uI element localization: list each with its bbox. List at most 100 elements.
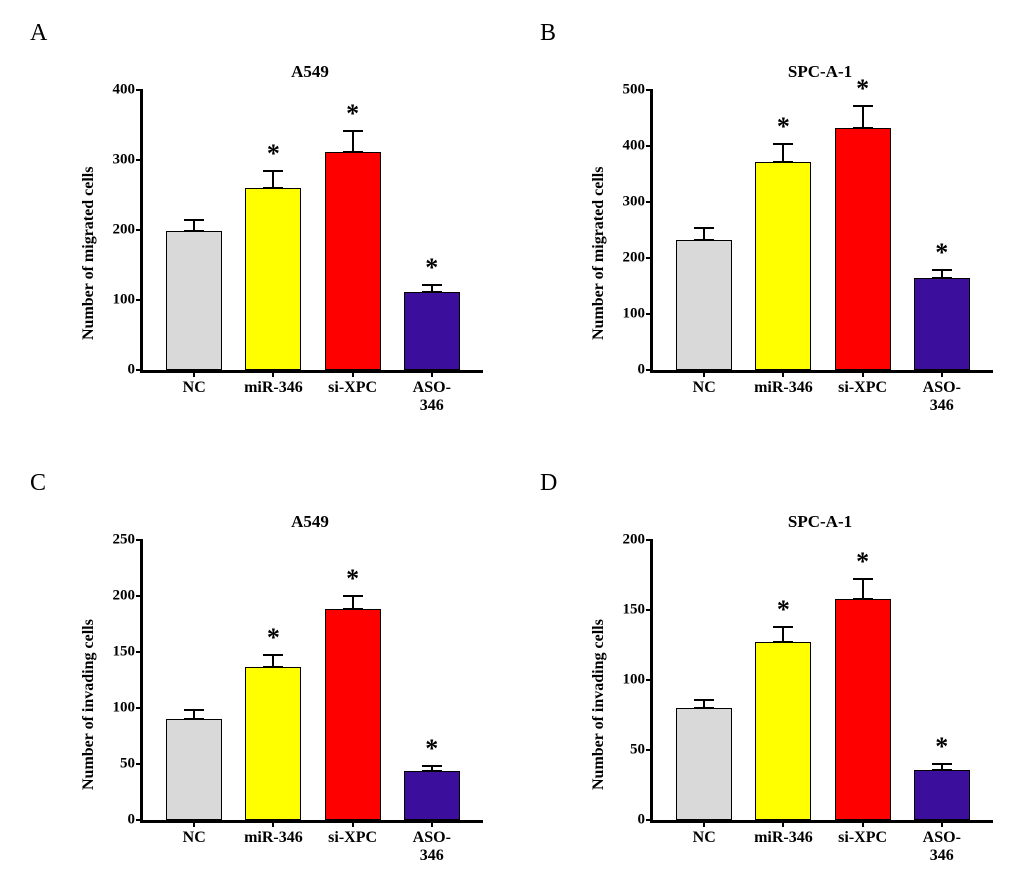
y-tick bbox=[646, 313, 653, 315]
x-label: si-XPC bbox=[838, 379, 887, 397]
errorbar-cap bbox=[343, 130, 363, 132]
bar bbox=[914, 278, 970, 370]
errorbar-cap bbox=[263, 170, 283, 172]
panel-letter: A bbox=[30, 20, 47, 47]
errorbar-base-cap bbox=[184, 718, 204, 720]
errorbar-base-cap bbox=[263, 666, 283, 668]
errorbar-base-cap bbox=[694, 707, 714, 709]
significance-star: * bbox=[425, 255, 438, 281]
panel-d: DSPC-A-1050100150200NC*miR-346*si-XPC*AS… bbox=[540, 470, 1010, 870]
panel-letter: B bbox=[540, 20, 556, 47]
y-tick bbox=[136, 763, 143, 765]
y-tick-label: 300 bbox=[623, 194, 646, 211]
chart-title: A549 bbox=[140, 512, 480, 532]
y-tick-label: 0 bbox=[128, 362, 136, 379]
errorbar-base-cap bbox=[422, 770, 442, 772]
x-tick bbox=[272, 370, 274, 377]
y-tick bbox=[136, 299, 143, 301]
x-tick bbox=[782, 820, 784, 827]
errorbar-cap bbox=[853, 105, 873, 107]
y-tick bbox=[646, 609, 653, 611]
y-tick bbox=[646, 145, 653, 147]
errorbar-cap bbox=[694, 699, 714, 701]
x-tick bbox=[703, 820, 705, 827]
y-tick bbox=[136, 159, 143, 161]
x-label: NC bbox=[183, 829, 206, 847]
significance-star: * bbox=[777, 114, 790, 140]
y-tick bbox=[646, 679, 653, 681]
x-tick bbox=[352, 370, 354, 377]
errorbar-line bbox=[352, 131, 354, 152]
significance-star: * bbox=[346, 566, 359, 592]
x-tick bbox=[703, 370, 705, 377]
bar bbox=[835, 599, 891, 820]
y-tick-label: 500 bbox=[623, 82, 646, 99]
errorbar-cap bbox=[343, 595, 363, 597]
errorbar-base-cap bbox=[932, 277, 952, 279]
panel-letter: C bbox=[30, 470, 46, 497]
x-label: ASO-346 bbox=[916, 829, 967, 865]
y-tick-label: 0 bbox=[638, 812, 646, 829]
bar bbox=[166, 231, 222, 370]
y-tick-label: 300 bbox=[113, 152, 136, 169]
significance-star: * bbox=[777, 597, 790, 623]
errorbar-base-cap bbox=[343, 608, 363, 610]
y-tick-label: 200 bbox=[113, 222, 136, 239]
figure-page: A A549 0 100 200 300 400 NC * miR-346 * si-XPC * ASO-… bbox=[0, 0, 1020, 890]
y-tick-label: 100 bbox=[623, 672, 646, 689]
errorbar-cap bbox=[263, 654, 283, 656]
panel-a: AA5490100200300400NC*miR-346*si-XPC*ASO-… bbox=[30, 20, 500, 420]
significance-star: * bbox=[935, 240, 948, 266]
x-tick bbox=[193, 820, 195, 827]
x-tick bbox=[862, 370, 864, 377]
errorbar-cap bbox=[932, 763, 952, 765]
y-axis-title: Number of invading cells bbox=[80, 619, 98, 790]
x-label: si-XPC bbox=[838, 829, 887, 847]
bar bbox=[755, 642, 811, 820]
chart-title: SPC-A-1 bbox=[650, 62, 990, 82]
y-tick bbox=[646, 539, 653, 541]
panel-b: B SPC-A-1 0100200300400500NC*miR-346*si-XP… bbox=[540, 20, 1010, 420]
y-tick-label: 50 bbox=[630, 742, 645, 759]
plot-area: 0100200300400500NC*miR-346*si-XPC*ASO-34… bbox=[650, 90, 993, 373]
x-tick bbox=[193, 370, 195, 377]
panel-letter: D bbox=[540, 470, 557, 497]
y-tick-label: 50 bbox=[120, 756, 135, 773]
x-label: si-XPC bbox=[328, 829, 377, 847]
y-tick bbox=[646, 819, 653, 821]
errorbar-base-cap bbox=[422, 291, 442, 293]
bar bbox=[835, 128, 891, 370]
y-tick-label: 0 bbox=[638, 362, 646, 379]
errorbar-line bbox=[782, 627, 784, 642]
bar bbox=[404, 292, 460, 370]
bar bbox=[676, 708, 732, 820]
y-tick bbox=[136, 539, 143, 541]
y-tick-label: 400 bbox=[113, 82, 136, 99]
y-tick-label: 400 bbox=[623, 138, 646, 155]
x-label: miR-346 bbox=[244, 379, 303, 397]
errorbar-base-cap bbox=[773, 641, 793, 643]
y-axis-title: Number of migrated cells bbox=[590, 167, 608, 340]
y-tick bbox=[646, 89, 653, 91]
errorbar-cap bbox=[184, 219, 204, 221]
errorbar-base-cap bbox=[694, 239, 714, 241]
x-tick bbox=[941, 370, 943, 377]
x-tick bbox=[941, 820, 943, 827]
significance-star: * bbox=[267, 625, 280, 651]
y-tick bbox=[646, 201, 653, 203]
y-tick bbox=[136, 819, 143, 821]
significance-star: * bbox=[856, 549, 869, 575]
y-tick bbox=[136, 229, 143, 231]
significance-star: * bbox=[935, 734, 948, 760]
plot-area: 050100150200NC*miR-346*si-XPC*ASO-346 bbox=[650, 540, 993, 823]
y-tick bbox=[646, 369, 653, 371]
bar bbox=[325, 152, 381, 370]
y-tick bbox=[136, 707, 143, 709]
significance-star: * bbox=[267, 141, 280, 167]
bar bbox=[166, 719, 222, 820]
y-axis-title: Number of migrated cells bbox=[80, 167, 98, 340]
chart-title: A549 bbox=[140, 62, 480, 82]
errorbar-cap bbox=[422, 765, 442, 767]
x-label: ASO-346 bbox=[406, 379, 457, 415]
errorbar-cap bbox=[853, 578, 873, 580]
